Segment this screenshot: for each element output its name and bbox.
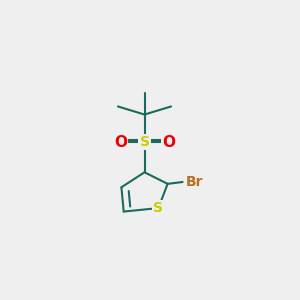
Text: S: S	[153, 201, 164, 215]
Text: Br: Br	[186, 175, 204, 189]
Text: S: S	[140, 135, 149, 149]
Text: O: O	[114, 135, 127, 150]
Text: O: O	[162, 135, 175, 150]
